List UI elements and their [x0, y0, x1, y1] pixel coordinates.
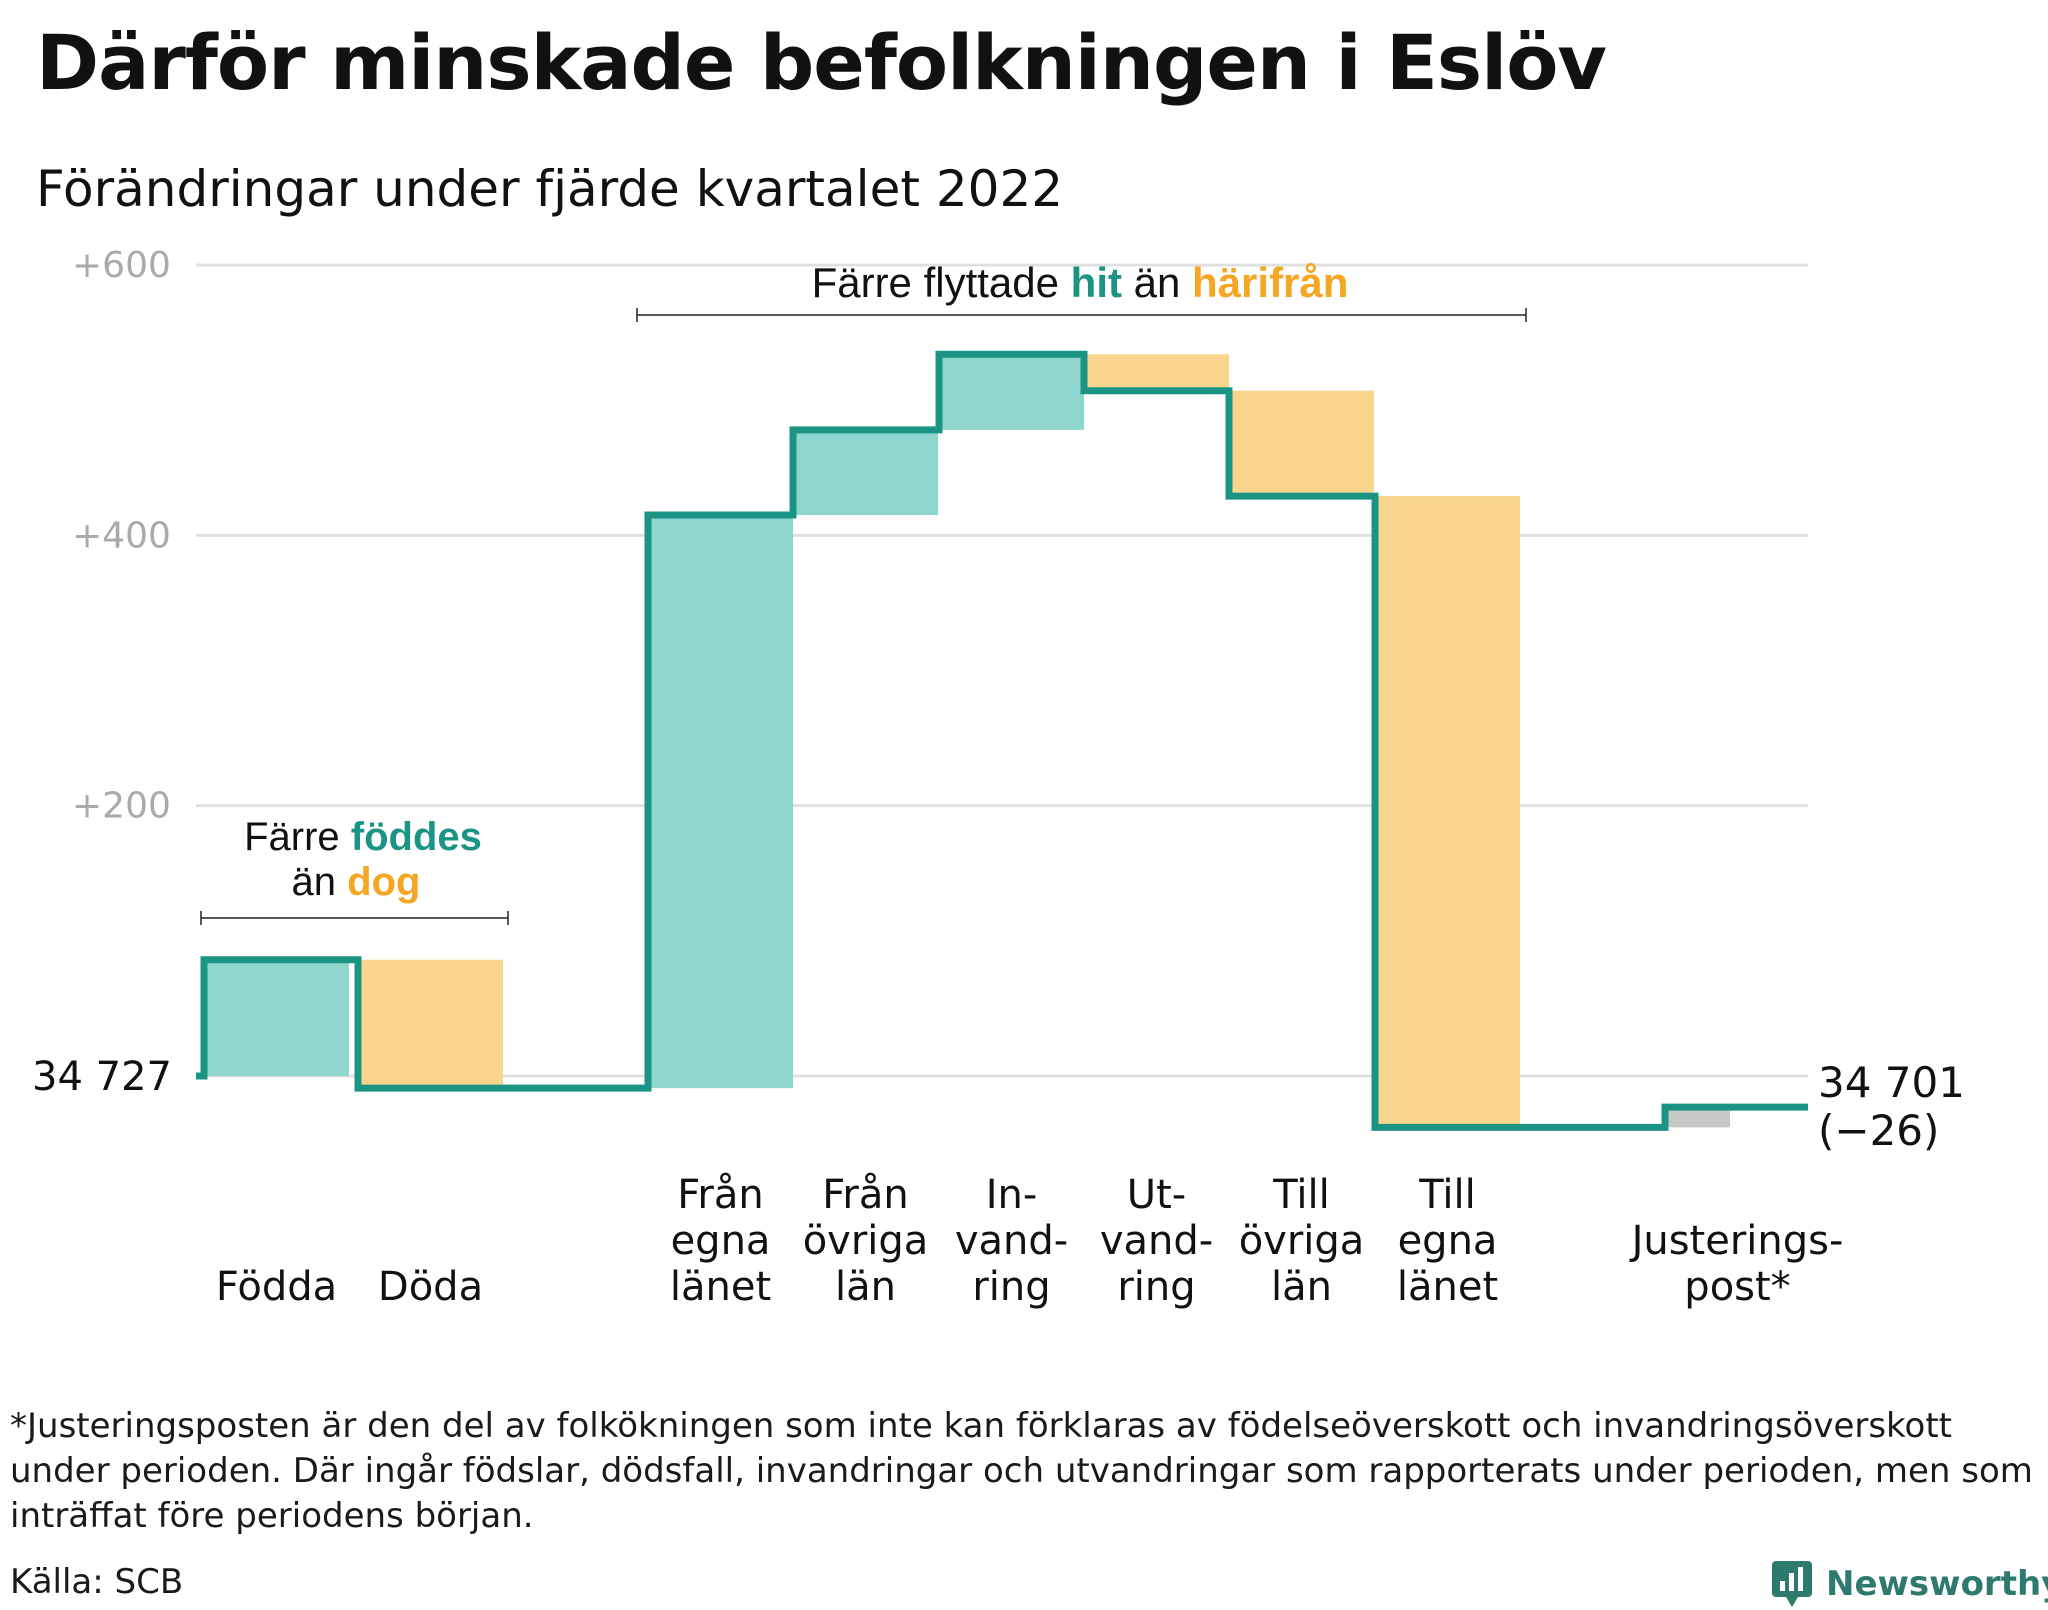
births-annotation-text-2: än [292, 860, 348, 904]
end-change-label: (−26) [1818, 1106, 1939, 1155]
bar-doda [358, 959, 503, 1089]
migration-annotation-highlight-1: hit [1071, 259, 1122, 306]
category-label-justeringspost: Justerings- [1629, 1218, 1844, 1264]
bars [204, 354, 1730, 1128]
svg-text:Färre flyttade hit än härifrån: Färre flyttade hit än härifrån [812, 259, 1349, 306]
chart-subtitle: Förändringar under fjärde kvartalet 2022 [36, 160, 1064, 218]
category-label-fran_egna: egna [671, 1218, 771, 1264]
category-label-invandring: In- [986, 1172, 1038, 1218]
newsworthy-logo-icon [1772, 1561, 1812, 1607]
category-label-doda: Döda [378, 1264, 483, 1310]
bar-fran_ovriga [793, 429, 938, 516]
births-annotation-text-1: Färre [244, 815, 351, 859]
category-label-fran_egna: Från [677, 1172, 763, 1218]
category-label-till_ovriga: Till [1272, 1172, 1330, 1218]
category-label-invandring: vand- [955, 1218, 1068, 1264]
y-tick-label: +400 [72, 515, 171, 556]
svg-text:än dog: än dog [292, 860, 421, 904]
category-label-utvandring: ring [1117, 1264, 1195, 1310]
brand-name: Newsworthy [1826, 1564, 2048, 1604]
births-annotation-highlight-1: föddes [351, 815, 482, 859]
bar-utvandring [1084, 354, 1229, 391]
births-annotation-highlight-2: dog [347, 860, 420, 904]
category-label-till_ovriga: övriga [1239, 1218, 1365, 1264]
bar-till_ovriga [1229, 390, 1374, 497]
bar-invandring [939, 354, 1084, 430]
category-label-fran_ovriga: Från [822, 1172, 908, 1218]
category-label-till_egna: Till [1418, 1172, 1476, 1218]
category-label-till_egna: egna [1398, 1218, 1498, 1264]
category-label-fran_ovriga: län [835, 1264, 896, 1310]
bar-fodda [204, 959, 349, 1076]
migration-annotation-text-1: Färre flyttade [812, 259, 1071, 306]
births-annotation: Färre föddes än dog [200, 815, 509, 925]
bar-justeringspost [1665, 1107, 1730, 1128]
category-label-till_egna: länet [1397, 1264, 1498, 1310]
category-label-till_ovriga: län [1271, 1264, 1332, 1310]
migration-annotation-highlight-2: härifrån [1192, 259, 1348, 306]
y-tick-label: +200 [72, 786, 171, 827]
end-value-label: 34 701 [1818, 1058, 1965, 1107]
bar-till_egna [1375, 496, 1520, 1128]
category-label-utvandring: vand- [1100, 1218, 1213, 1264]
category-label-invandring: ring [972, 1264, 1050, 1310]
category-label-utvandring: Ut- [1127, 1172, 1186, 1218]
chart-title: Därför minskade befolkningen i Eslöv [36, 18, 1607, 107]
category-label-fodda: Födda [216, 1264, 337, 1310]
svg-text:Färre föddes: Färre föddes [244, 815, 482, 859]
category-label-fran_egna: länet [670, 1264, 771, 1310]
footnote: *Justeringsposten är den del av folkökni… [10, 1406, 2033, 1536]
category-label-fran_ovriga: övriga [803, 1218, 929, 1264]
category-label-justeringspost: post* [1684, 1264, 1790, 1310]
migration-annotation: Färre flyttade hit än härifrån [636, 259, 1527, 322]
start-value-label: 34 727 [32, 1054, 172, 1100]
source-note: Källa: SCB [10, 1562, 184, 1602]
y-tick-label: +600 [72, 245, 171, 286]
bar-fran_egna [648, 515, 793, 1089]
migration-annotation-text-2: än [1122, 259, 1192, 306]
running-total-path [196, 350, 1808, 1131]
brand-logo: Newsworthy [1772, 1558, 2048, 1610]
running-total-line [196, 350, 1808, 1131]
